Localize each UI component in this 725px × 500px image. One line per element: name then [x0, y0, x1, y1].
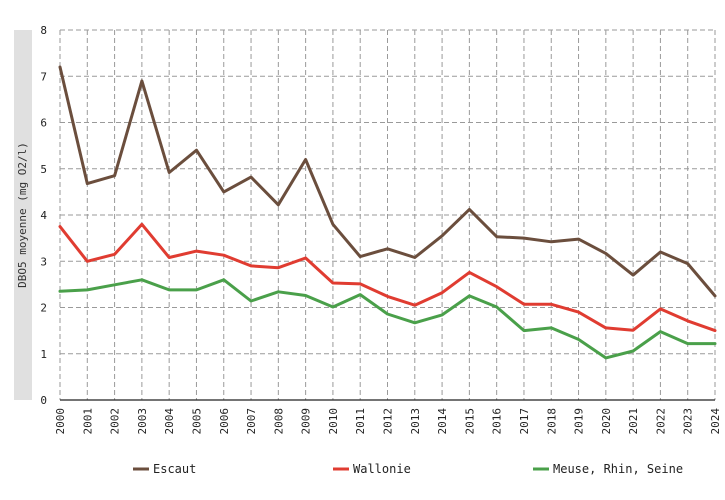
y-tick-label: 6 — [40, 117, 47, 130]
series-line-3 — [58, 278, 717, 360]
x-tick-label: 2013 — [409, 408, 422, 435]
x-tick-label: 2021 — [627, 408, 640, 435]
x-tick-label: 2016 — [491, 408, 504, 435]
y-tick-label: 3 — [40, 255, 47, 268]
x-tick-label: 2007 — [245, 408, 258, 435]
ylabel-band — [14, 30, 32, 400]
x-tick-label: 2006 — [218, 408, 231, 435]
x-tick-label: 2008 — [272, 408, 285, 435]
x-tick-label: 2010 — [327, 408, 340, 435]
x-tick-label: 2001 — [81, 408, 94, 435]
series-line-2 — [58, 222, 717, 333]
legend-label: Meuse, Rhin, Seine — [553, 462, 683, 476]
x-tick-label: 2004 — [163, 408, 176, 435]
series-lines — [58, 65, 717, 360]
y-tick-label: 5 — [40, 163, 47, 176]
legend: Escaut Wallonie Meuse, Rhin, Seine — [133, 462, 683, 476]
y-tick-label: 2 — [40, 302, 47, 315]
legend-label: Wallonie — [353, 462, 411, 476]
x-tick-label: 2005 — [190, 408, 203, 435]
y-tick-label: 0 — [40, 394, 47, 407]
x-tick-label: 2015 — [463, 408, 476, 435]
x-tick-label: 2014 — [436, 408, 449, 435]
grid — [59, 29, 716, 400]
x-tick-label: 2022 — [654, 408, 667, 435]
y-tick-label: 7 — [40, 70, 47, 83]
y-axis-label: DBO5 moyenne (mg O2/l) — [16, 142, 29, 288]
x-tick-label: 2024 — [709, 408, 722, 435]
x-tick-label: 2019 — [573, 408, 586, 435]
x-tick-label: 2012 — [382, 408, 395, 435]
x-tick-label: 2020 — [600, 408, 613, 435]
legend-label: Escaut — [153, 462, 196, 476]
x-tick-label: 2023 — [682, 408, 695, 435]
y-tick-label: 8 — [40, 24, 47, 37]
x-tick-label: 2009 — [300, 408, 313, 435]
x-tick-label: 2017 — [518, 408, 531, 435]
x-tick-label: 2011 — [354, 408, 367, 435]
x-tick-label: 2002 — [109, 408, 122, 435]
x-tick-labels: 2000 2001 2002 2003 2004 2005 2006 2007 2008 2009… — [54, 408, 722, 435]
y-tick-labels: 0 1 2 3 4 5 6 7 8 — [40, 24, 47, 407]
y-tick-label: 1 — [40, 348, 47, 361]
x-tick-label: 2000 — [54, 408, 67, 435]
series-line-1 — [58, 65, 717, 298]
x-tick-label: 2003 — [136, 408, 149, 435]
x-tick-label: 2018 — [545, 408, 558, 435]
y-tick-label: 4 — [40, 209, 47, 222]
